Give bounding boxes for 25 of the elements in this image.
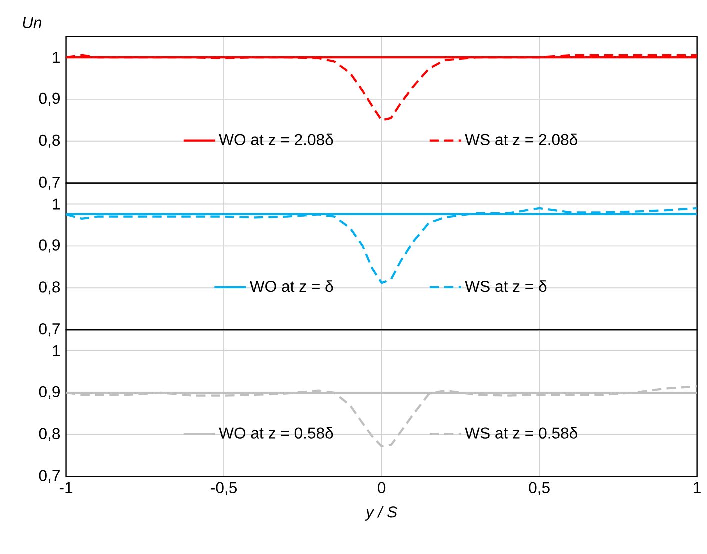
x-tick-label: -0,5 (211, 482, 238, 496)
y-tick-label: 0,8 (39, 134, 60, 148)
y-tick-label: 0,7 (39, 324, 60, 337)
legend-label: WS at z = 0.58δ (465, 427, 578, 439)
x-axis-title: y / S (365, 506, 398, 521)
x-tick-label: 0,5 (529, 482, 550, 496)
y-tick-label: 0,9 (39, 240, 60, 253)
y-tick-label: 0,7 (39, 470, 60, 484)
y-tick-label: 0,8 (39, 282, 60, 295)
y-tick-label: 0,9 (39, 386, 60, 400)
legend-label: WS at z = δ (465, 280, 547, 292)
legend-label: WS at z = 2.08δ (465, 134, 578, 146)
legend-label: WO at z = 0.58δ (219, 427, 334, 439)
y-tick-label: 1 (53, 52, 60, 64)
y-tick-label: 0,7 (39, 176, 60, 190)
x-tick-label: -1 (60, 482, 73, 494)
y-tick-label: 1 (53, 198, 60, 210)
legend-label: WO at z = 2.08δ (219, 134, 334, 146)
x-tick-label: 0 (378, 482, 386, 494)
x-tick-label: 1 (694, 482, 701, 494)
y-axis-title: Un (23, 17, 42, 28)
y-tick-label: 0,9 (39, 92, 60, 106)
y-tick-label: 1 (53, 346, 60, 356)
y-tick-label: 0,8 (39, 428, 60, 442)
legend-label: WO at z = δ (250, 280, 334, 292)
